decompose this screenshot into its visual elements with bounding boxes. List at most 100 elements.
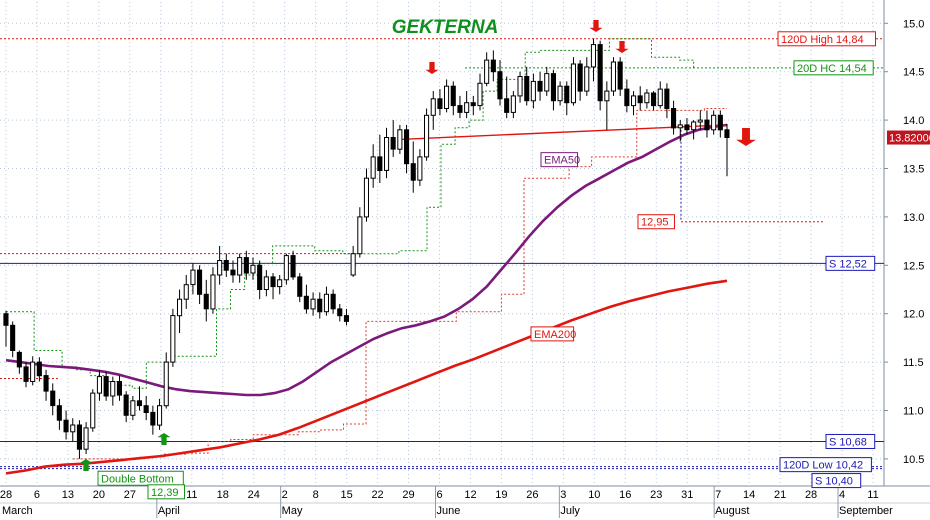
x-tick-label: 10	[588, 489, 600, 501]
candle-body	[550, 73, 557, 102]
candle-body	[96, 376, 103, 394]
neckline	[399, 124, 726, 141]
candle-body	[237, 257, 243, 276]
candle-body	[470, 102, 476, 107]
annotations: 120D High 14,84 20D HC 14,54 S 12,52 S 10,6…	[79, 20, 930, 500]
candle-body	[497, 71, 503, 100]
candle-body	[390, 137, 396, 150]
candle-body	[183, 284, 189, 300]
y-tick-label: 13.0	[903, 212, 924, 224]
candle-body	[297, 276, 303, 297]
candle-body	[317, 298, 323, 313]
x-tick-label: 11	[867, 489, 878, 501]
label-high120-box	[777, 31, 876, 47]
last-price-label: 13.82000	[889, 133, 930, 145]
y-tick-label: 10.5	[903, 454, 924, 466]
candle-body	[617, 61, 623, 90]
x-tick-label: 19	[495, 489, 507, 501]
x-tick-label: 14	[743, 489, 755, 501]
candle-body	[56, 405, 62, 421]
candle-body	[350, 253, 356, 276]
candle-body	[343, 315, 349, 322]
candle-body	[544, 73, 550, 92]
x-tick-label: 2	[282, 489, 288, 501]
candle-body	[410, 163, 416, 181]
candle-body	[170, 315, 176, 363]
candle-body	[397, 129, 403, 150]
candle-body	[711, 114, 717, 131]
candle-body	[116, 381, 123, 396]
down-arrow-icon	[615, 41, 629, 53]
x-tick-label: 22	[371, 489, 383, 501]
up-arrow-icon	[157, 433, 171, 445]
label-ema50: EMA50	[544, 155, 580, 167]
candle-body	[50, 390, 56, 407]
candle-body	[70, 424, 76, 433]
candle-body	[10, 324, 16, 351]
candle-body	[250, 264, 256, 274]
label-low120-box	[779, 457, 872, 473]
label-db-value-box	[147, 484, 185, 500]
support-trail-line	[72, 108, 727, 460]
label-ema200: EMA200	[534, 329, 576, 341]
x-tick-label: 6	[436, 489, 442, 501]
candle-body	[223, 260, 229, 271]
candle-body	[657, 88, 663, 107]
candle-body	[370, 156, 376, 179]
y-tick-label: 12.0	[903, 309, 924, 321]
candle-body	[450, 85, 456, 107]
candle-body	[90, 392, 96, 429]
candle-body	[664, 88, 670, 109]
candle-body	[377, 156, 383, 171]
candles	[3, 38, 730, 459]
candle-body	[404, 129, 410, 165]
down-arrow-icon	[736, 128, 756, 146]
candle-body	[624, 88, 630, 107]
candle-body	[631, 95, 637, 107]
candle-body	[3, 313, 9, 326]
candle-body	[677, 124, 683, 129]
candle-body	[517, 76, 523, 97]
ema200-line	[5, 279, 728, 475]
candle-body	[424, 114, 430, 158]
candle-body	[36, 361, 42, 377]
candle-body	[530, 80, 536, 102]
candle-body	[323, 293, 329, 313]
label-target-box	[637, 214, 675, 230]
down-arrow-icon	[589, 20, 603, 32]
x-tick-label: 15	[340, 489, 352, 501]
candle-body	[76, 424, 83, 450]
candle-body	[577, 63, 583, 92]
candle-body	[697, 119, 703, 123]
x-tick-label: 11	[186, 489, 197, 501]
candle-body	[671, 108, 677, 129]
candle-body	[537, 80, 543, 92]
label-s1068: S 10,68	[829, 436, 867, 448]
candle-body	[430, 98, 436, 116]
x-tick-label: 3	[560, 489, 566, 501]
candle-body	[444, 85, 450, 109]
month-label: July	[560, 505, 580, 517]
candle-body	[30, 361, 36, 383]
y-tick-label: 13.5	[903, 163, 924, 175]
candle-body	[384, 137, 390, 171]
x-tick-label: 23	[650, 489, 662, 501]
candle-body	[644, 92, 650, 104]
candle-body	[110, 381, 116, 397]
candle-body	[717, 114, 723, 131]
candle-body	[590, 44, 597, 68]
candle-body	[457, 105, 463, 113]
candle-body	[83, 427, 89, 450]
candle-body	[136, 400, 142, 407]
x-tick-label: 13	[62, 489, 74, 501]
candle-body	[283, 255, 289, 281]
x-tick-label: 26	[526, 489, 538, 501]
candle-body	[150, 411, 156, 426]
up-arrow-icon	[79, 459, 93, 471]
label-s1068-box	[825, 433, 876, 449]
y-tick-label: 12.5	[903, 260, 924, 272]
x-tick-label: 31	[681, 489, 693, 501]
candle-body	[43, 375, 49, 392]
x-tick-label: 27	[124, 489, 136, 501]
candle-body	[23, 366, 29, 382]
